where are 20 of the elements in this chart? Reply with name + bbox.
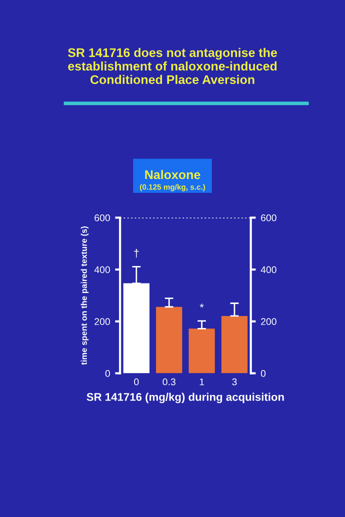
annotation: *: [200, 304, 204, 308]
y2-tick-label: 200: [261, 318, 276, 326]
y-tick-label: 600: [94, 214, 110, 222]
x-tick-label: 0: [134, 378, 139, 386]
bar: [221, 316, 248, 374]
y-tick-label: 200: [94, 318, 110, 326]
x-tick-label: 3: [232, 378, 237, 386]
bar: [156, 306, 182, 374]
x-axis-title: SR 141716 (mg/kg) during acquisition: [86, 392, 284, 404]
y-tick-label: 400: [94, 266, 110, 274]
chart-title: SR 141716 does not antagonise the establishment of naloxone-induced Conditioned Place Aversion: [68, 48, 277, 84]
y-tick-label: 0: [105, 370, 110, 377]
annotation: †: [134, 249, 139, 258]
bar: [188, 328, 215, 374]
x-tick-label: 0.3: [162, 378, 176, 386]
y2-tick-label: 0: [260, 370, 266, 377]
y2-tick-label: 600: [261, 214, 276, 222]
y2-tick-label: 400: [260, 266, 276, 274]
x-tick-label: 1: [200, 378, 204, 386]
y-axis-title: time spent on the paired texture (s): [80, 226, 89, 365]
